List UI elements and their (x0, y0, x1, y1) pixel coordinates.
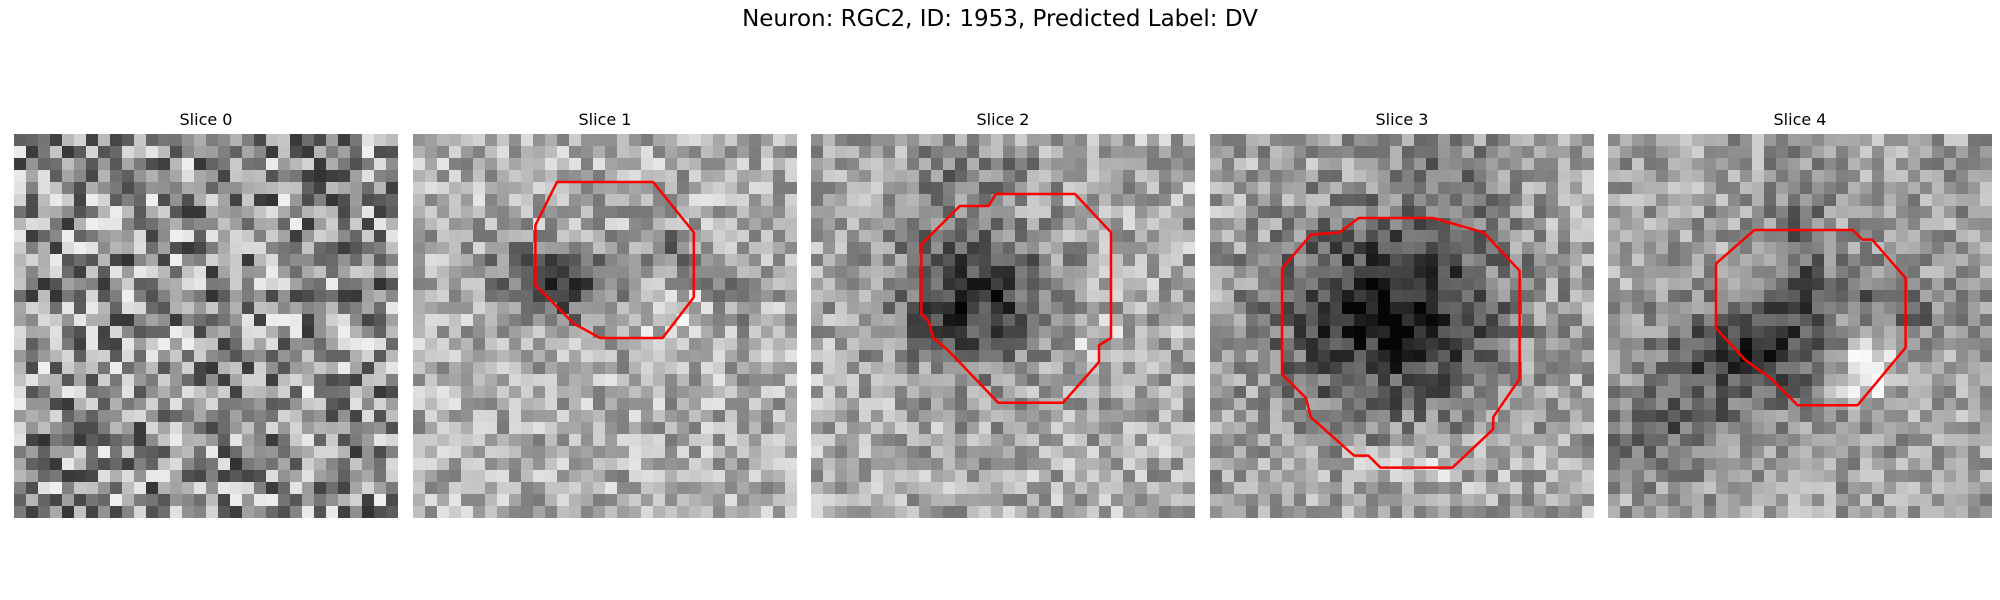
slice-title-4: Slice 4 (1773, 110, 1827, 129)
slice-image-1 (413, 134, 797, 518)
pixel-grid-2 (811, 134, 1195, 518)
slice-title-2: Slice 2 (976, 110, 1030, 129)
slice-image-2 (811, 134, 1195, 518)
slice-image-0 (14, 134, 398, 518)
pixel-grid-1 (413, 134, 797, 518)
slice-panel-4: Slice 4 (1608, 108, 1992, 518)
slice-image-canvas-1 (413, 134, 797, 518)
cell-outline-3 (1280, 216, 1521, 469)
slice-panel-0: Slice 0 (14, 108, 398, 518)
cell-outline-2 (920, 192, 1113, 405)
pixel-grid-3 (1210, 134, 1594, 518)
figure-title: Neuron: RGC2, ID: 1953, Predicted Label:… (742, 6, 1258, 32)
cell-outline-1 (534, 180, 696, 340)
slice-image-canvas-2 (811, 134, 1195, 518)
pixel-grid-4 (1608, 134, 1992, 518)
slice-title-0: Slice 0 (179, 110, 233, 129)
slice-panel-1: Slice 1 (413, 108, 797, 518)
slice-panel-2: Slice 2 (811, 108, 1195, 518)
slice-image-canvas-0 (14, 134, 398, 518)
slice-image-canvas-4 (1608, 134, 1992, 518)
slice-image-4 (1608, 134, 1992, 518)
slice-title-1: Slice 1 (578, 110, 632, 129)
slice-image-3 (1210, 134, 1594, 518)
slice-image-canvas-3 (1210, 134, 1594, 518)
slice-title-3: Slice 3 (1375, 110, 1429, 129)
cell-outline-4 (1714, 228, 1907, 407)
slice-panel-3: Slice 3 (1210, 108, 1594, 518)
pixel-grid-0 (14, 134, 398, 518)
